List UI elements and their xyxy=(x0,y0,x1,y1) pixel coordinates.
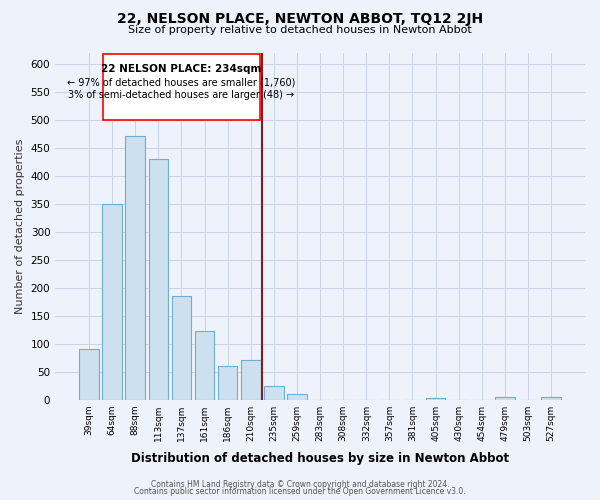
Bar xyxy=(195,332,214,400)
Bar xyxy=(495,398,515,400)
Bar xyxy=(103,204,122,400)
Text: 22 NELSON PLACE: 234sqm: 22 NELSON PLACE: 234sqm xyxy=(101,64,262,74)
Bar xyxy=(79,350,99,400)
Bar xyxy=(172,296,191,400)
X-axis label: Distribution of detached houses by size in Newton Abbot: Distribution of detached houses by size … xyxy=(131,452,509,465)
FancyBboxPatch shape xyxy=(103,54,260,120)
Bar xyxy=(287,394,307,400)
Bar xyxy=(218,366,238,400)
Text: ← 97% of detached houses are smaller (1,760): ← 97% of detached houses are smaller (1,… xyxy=(67,78,296,88)
Bar xyxy=(241,360,260,400)
Text: Contains public sector information licensed under the Open Government Licence v3: Contains public sector information licen… xyxy=(134,488,466,496)
Text: Size of property relative to detached houses in Newton Abbot: Size of property relative to detached ho… xyxy=(128,25,472,35)
Text: 22, NELSON PLACE, NEWTON ABBOT, TQ12 2JH: 22, NELSON PLACE, NEWTON ABBOT, TQ12 2JH xyxy=(117,12,483,26)
Y-axis label: Number of detached properties: Number of detached properties xyxy=(15,138,25,314)
Bar xyxy=(426,398,445,400)
Bar xyxy=(149,159,168,400)
Bar xyxy=(125,136,145,400)
Text: Contains HM Land Registry data © Crown copyright and database right 2024.: Contains HM Land Registry data © Crown c… xyxy=(151,480,449,489)
Bar xyxy=(541,398,561,400)
Text: 3% of semi-detached houses are larger (48) →: 3% of semi-detached houses are larger (4… xyxy=(68,90,295,100)
Bar xyxy=(264,386,284,400)
